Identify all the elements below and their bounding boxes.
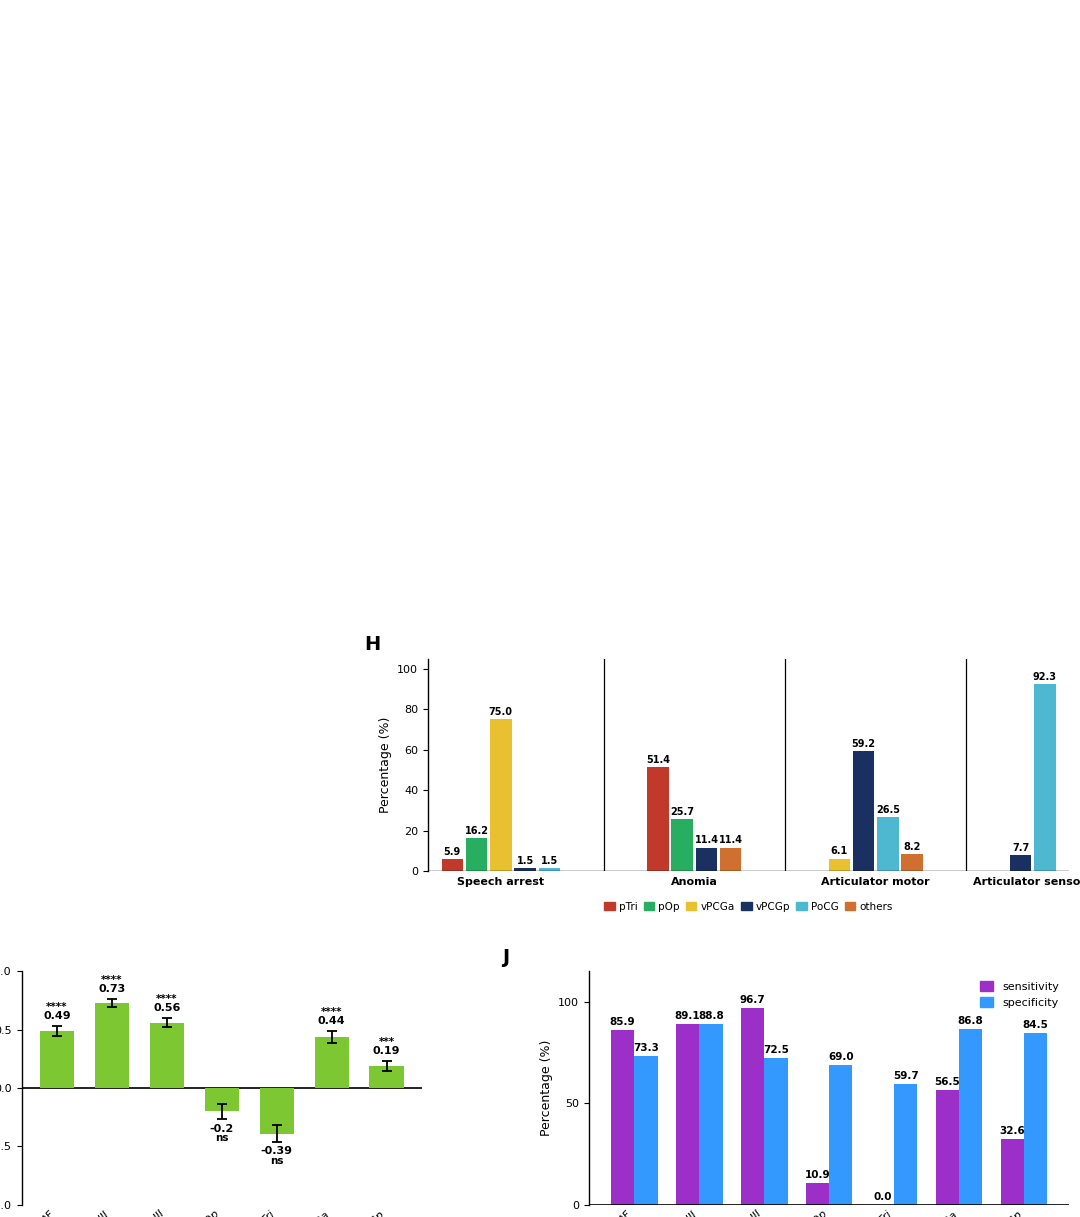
Text: 85.9: 85.9 [610,1017,635,1027]
Text: 6.1: 6.1 [831,846,848,857]
Text: J: J [502,948,510,966]
Text: 25.7: 25.7 [671,807,694,817]
Text: 56.5: 56.5 [934,1077,960,1087]
Text: 1.5: 1.5 [541,856,558,865]
Text: 16.2: 16.2 [464,826,488,836]
Text: 26.5: 26.5 [876,804,900,815]
Bar [514,868,536,871]
Text: 84.5: 84.5 [1023,1020,1049,1030]
Text: 75.0: 75.0 [489,707,513,717]
Text: 92.3: 92.3 [1032,672,1057,682]
Bar [539,868,561,871]
Bar [828,859,850,871]
Text: H: H [364,635,380,655]
Text: 0.73: 0.73 [98,985,125,994]
Text: ****: **** [321,1006,342,1017]
Bar [647,767,669,871]
Text: ns: ns [215,1133,229,1143]
Text: ****: **** [156,994,177,1004]
Text: ns: ns [270,1156,283,1166]
Bar [369,1066,404,1088]
Bar [696,848,717,871]
Text: 69.0: 69.0 [828,1051,853,1061]
Text: 32.6: 32.6 [999,1126,1025,1135]
Bar [204,1088,239,1111]
Bar [314,1037,349,1088]
Bar [1010,856,1031,871]
Text: 59.7: 59.7 [893,1071,919,1081]
Bar [465,839,487,871]
Text: ****: **** [46,1002,68,1011]
Bar [672,819,693,871]
Text: 0.56: 0.56 [153,1003,180,1014]
Text: 10.9: 10.9 [805,1170,831,1179]
Bar [765,1058,787,1205]
Bar [829,1065,852,1205]
Bar [676,1023,699,1205]
Text: 96.7: 96.7 [740,996,766,1005]
Bar [95,1003,129,1088]
Legend: pTri, pOp, vPCGa, vPCGp, PoCG, others: pTri, pOp, vPCGa, vPCGp, PoCG, others [600,897,897,915]
Bar [1024,1033,1048,1205]
Bar [611,1031,634,1205]
Bar [741,1009,765,1205]
Bar [877,818,899,871]
Bar [1035,684,1055,871]
Bar [720,848,742,871]
Text: 1.5: 1.5 [516,856,534,865]
Bar [959,1028,983,1205]
Text: 7.7: 7.7 [1012,843,1029,853]
Bar [1000,1139,1024,1205]
Text: 88.8: 88.8 [698,1011,724,1021]
Bar [259,1088,294,1133]
Bar [490,719,512,871]
Text: 0.0: 0.0 [873,1191,892,1201]
Text: 86.8: 86.8 [958,1015,984,1026]
Bar [806,1183,829,1205]
Text: 73.3: 73.3 [633,1043,659,1053]
Text: 59.2: 59.2 [851,739,876,748]
Text: ***: *** [378,1037,394,1047]
Text: ****: **** [102,975,122,985]
Text: 0.19: 0.19 [373,1045,401,1056]
Y-axis label: Percentage (%): Percentage (%) [379,717,392,813]
Text: -0.2: -0.2 [210,1123,233,1134]
Bar [935,1090,959,1205]
Text: 89.1: 89.1 [675,1011,700,1021]
Y-axis label: Percentage (%): Percentage (%) [540,1039,553,1137]
Bar [634,1056,658,1205]
Text: 72.5: 72.5 [762,1044,788,1055]
Text: 8.2: 8.2 [904,842,921,852]
Text: 0.44: 0.44 [318,1016,346,1026]
Bar [894,1083,917,1205]
Text: -0.39: -0.39 [260,1146,293,1156]
Text: 51.4: 51.4 [646,755,670,764]
Bar [699,1025,723,1205]
Bar [150,1022,184,1088]
Legend: sensitivity, specificity: sensitivity, specificity [975,977,1064,1013]
Bar [853,751,874,871]
Text: 11.4: 11.4 [719,836,743,846]
Text: 0.49: 0.49 [43,1011,70,1021]
Bar [40,1031,73,1088]
Text: 11.4: 11.4 [694,836,718,846]
Bar [902,854,922,871]
Text: 5.9: 5.9 [444,847,461,857]
Bar [442,859,463,871]
